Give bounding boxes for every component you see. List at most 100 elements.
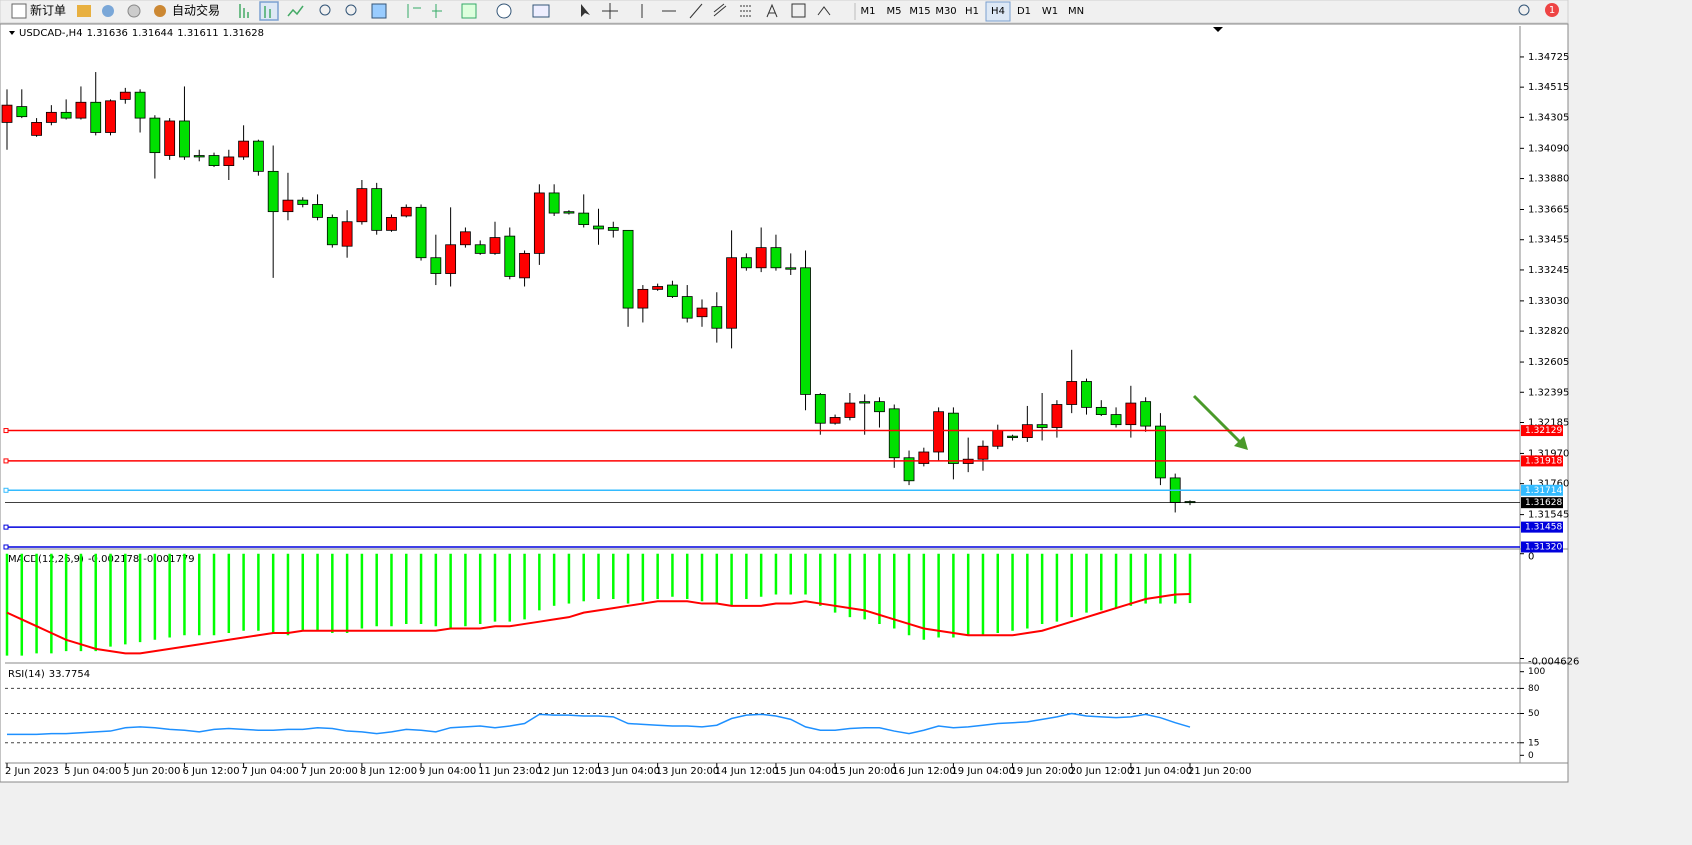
level-label-bg	[1521, 541, 1563, 553]
auto-trading-icon[interactable]	[154, 5, 166, 17]
channel-button[interactable]	[713, 3, 727, 17]
x-tick-label: 11 Jun 23:00	[478, 766, 542, 777]
new-order-icon[interactable]	[11, 3, 27, 19]
auto-trading-button[interactable]: 自动交易	[172, 3, 220, 18]
timeframe-button[interactable]: M15	[909, 6, 930, 17]
candle-body	[726, 257, 737, 329]
candle-body	[948, 412, 959, 464]
x-tick-label: 16 Jun 12:00	[892, 766, 956, 777]
y-tick-label: 1.33665	[1528, 204, 1569, 215]
notification-badge[interactable]	[1545, 3, 1559, 17]
timeframe-button[interactable]: MN	[1068, 6, 1084, 17]
candle-body	[1095, 406, 1107, 415]
drawn-arrow-head[interactable]	[1234, 436, 1248, 450]
x-tick-label: 12 Jun 12:00	[537, 766, 601, 777]
candle-body	[652, 286, 664, 290]
candle-body	[1155, 425, 1166, 479]
candle-body	[519, 252, 530, 279]
zoom-out-button[interactable]	[345, 4, 357, 16]
y-tick-label: -0.004626	[1528, 657, 1579, 668]
shift-marker[interactable]	[1213, 27, 1223, 32]
x-tick-label: 21 Jun 20:00	[1188, 766, 1252, 777]
x-tick-label: 21 Jun 04:00	[1129, 766, 1193, 777]
candle-body	[578, 212, 590, 226]
candle-body	[844, 402, 856, 418]
x-tick-label: 19 Jun 04:00	[951, 766, 1015, 777]
x-tick-label: 13 Jun 20:00	[656, 766, 720, 777]
candle-body	[667, 284, 678, 297]
timeframe-button[interactable]: W1	[1042, 6, 1058, 17]
indicators-button[interactable]	[461, 3, 477, 19]
y-tick-label: 1.31760	[1528, 479, 1569, 490]
candle-body	[119, 91, 131, 100]
bar-chart-button[interactable]	[239, 4, 249, 18]
icon[interactable]	[77, 5, 91, 17]
candle-body	[75, 101, 87, 119]
candle-body	[179, 120, 190, 158]
candle-body	[1066, 381, 1078, 405]
candle-body	[297, 199, 309, 205]
line-chart-button[interactable]	[287, 5, 304, 17]
arrows-button[interactable]	[817, 6, 831, 16]
rsi-line	[7, 712, 1191, 736]
timeframe-button[interactable]: H4	[991, 6, 1005, 17]
symbol-menu-marker[interactable]	[9, 31, 15, 35]
tile-button[interactable]	[371, 3, 387, 19]
level-label: 1.32129	[1525, 426, 1562, 436]
candle-body	[1, 104, 13, 123]
header-ohlc: 1.31611	[177, 28, 218, 39]
level-label-bg	[1521, 425, 1563, 437]
candle-body	[252, 140, 264, 172]
candle-body	[430, 257, 442, 274]
candle-body	[134, 91, 146, 119]
y-tick-label: 1.32395	[1528, 387, 1569, 398]
trendline-button[interactable]	[689, 3, 703, 19]
new-order-button[interactable]: 新订单	[30, 3, 66, 18]
crosshair-button[interactable]	[602, 3, 618, 19]
x-tick-label: 14 Jun 12:00	[715, 766, 779, 777]
search-button[interactable]	[1518, 4, 1530, 16]
indicator-label: RSI(14)	[8, 669, 45, 680]
timeframe-button[interactable]: M30	[935, 6, 956, 17]
candle-body	[415, 206, 427, 259]
y-tick-label: 1.31970	[1528, 448, 1569, 459]
y-tick-label: 1.34090	[1528, 143, 1569, 154]
x-tick-label: 5 Jun 04:00	[64, 766, 121, 777]
candle-body	[637, 288, 649, 309]
y-tick-label: 0	[1528, 751, 1534, 761]
candle-body	[45, 111, 57, 123]
candle-body	[814, 394, 826, 424]
candle-body	[1036, 424, 1048, 428]
level-handle	[3, 544, 9, 550]
periods-button[interactable]	[496, 3, 512, 19]
candle-body	[563, 211, 575, 214]
fibo-button[interactable]	[740, 5, 752, 17]
candle-body	[105, 100, 116, 133]
drawn-arrow[interactable]	[1192, 394, 1246, 448]
text-button[interactable]	[766, 3, 778, 18]
timeframe-button[interactable]: D1	[1017, 6, 1031, 17]
candle-body	[740, 257, 752, 269]
templates-button[interactable]	[532, 4, 550, 18]
timeframe-button[interactable]: H1	[965, 6, 979, 17]
autoscroll-button[interactable]	[407, 4, 421, 18]
x-tick-label: 15 Jun 20:00	[833, 766, 897, 777]
candle-body	[874, 401, 885, 413]
level-handle	[3, 524, 9, 530]
candle-body	[888, 408, 900, 459]
indicator-label: -0.002178	[88, 554, 139, 565]
icon[interactable]	[127, 4, 141, 18]
timeframe-button[interactable]: M1	[861, 6, 876, 17]
x-tick-label: 20 Jun 12:00	[1070, 766, 1134, 777]
candle-icon	[264, 6, 271, 18]
level-label-bg	[1521, 455, 1563, 467]
candle-chart-button[interactable]	[259, 1, 279, 21]
label-button[interactable]	[791, 3, 806, 18]
y-tick-label: 1.31545	[1528, 510, 1569, 521]
zoom-in-button[interactable]	[319, 4, 331, 16]
icon[interactable]	[102, 5, 114, 17]
timeframe-button[interactable]: M5	[887, 6, 902, 17]
cursor-button[interactable]	[581, 4, 590, 17]
chart-shift-button[interactable]	[432, 4, 442, 18]
